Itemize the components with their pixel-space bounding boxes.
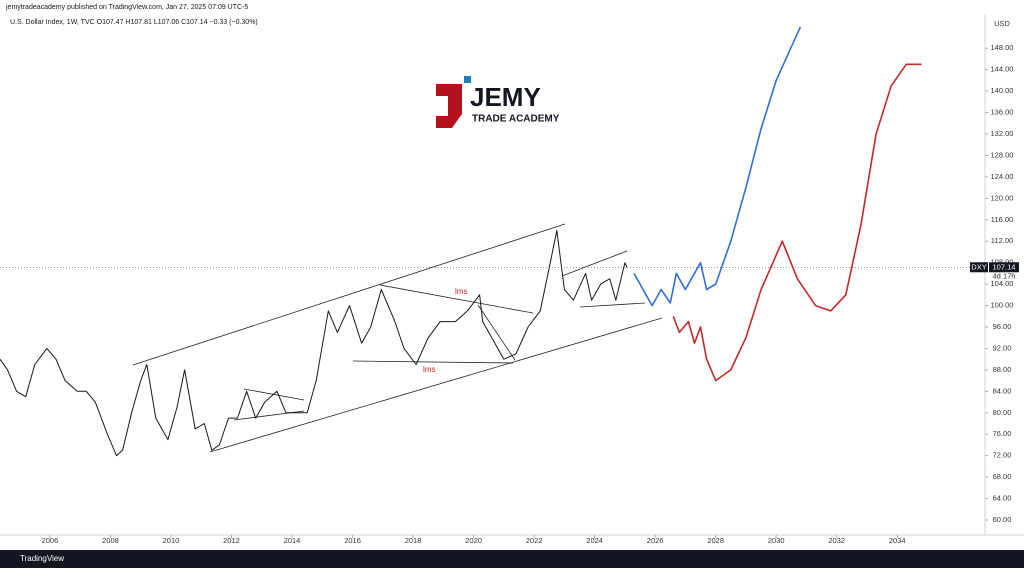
logo-subtitle: TRADE ACADEMY — [472, 114, 560, 125]
wedge — [477, 304, 516, 361]
x-tick-label: 2010 — [163, 536, 180, 545]
y-tick-label: 144.00 — [991, 65, 1014, 74]
price-line — [672, 63, 922, 382]
y-tick-label: 108.00 — [991, 258, 1014, 267]
hs-neckline-top — [379, 284, 534, 314]
y-tick-label: 128.00 — [991, 150, 1014, 159]
y-tick-label: 104.00 — [991, 279, 1014, 288]
channel-bottom — [209, 317, 663, 453]
symbol-info: U.S. Dollar Index, 1W, TVC O107.47 H107.… — [10, 19, 258, 26]
x-tick-label: 2024 — [586, 536, 603, 545]
logo-accent — [464, 76, 471, 83]
x-tick-label: 2028 — [707, 536, 724, 545]
axis-unit: USD — [994, 19, 1010, 28]
y-tick-label: 124.00 — [991, 172, 1014, 181]
symbol-box — [970, 262, 988, 273]
footer-bar — [0, 550, 1024, 568]
x-tick-label: 2016 — [344, 536, 361, 545]
y-tick-label: 88.00 — [993, 365, 1012, 374]
y-tick-label: 140.00 — [991, 86, 1014, 95]
y-tick-label: 84.00 — [993, 386, 1012, 395]
y-tick-label: 132.00 — [991, 129, 1014, 138]
countdown-label: 4d 17h — [993, 271, 1016, 280]
y-tick-label: 116.00 — [991, 215, 1013, 224]
logo: JEMY TRADE ACADEMY — [436, 76, 560, 128]
last-price-label: 107.14 — [993, 262, 1016, 271]
last-price-box — [989, 262, 1019, 273]
x-tick-label: 2008 — [102, 536, 119, 545]
x-tick-label: 2022 — [526, 536, 543, 545]
range-bottom — [579, 302, 646, 308]
annotation: lms — [455, 287, 467, 296]
y-tick-label: 148.00 — [991, 43, 1014, 52]
y-tick-label: 64.00 — [993, 494, 1012, 503]
publisher-line: jemytradeacademy published on TradingVie… — [5, 4, 248, 11]
y-tick-label: 136.00 — [991, 108, 1014, 117]
y-tick-label: 120.00 — [991, 193, 1014, 202]
hs-neckline — [352, 360, 514, 364]
y-tick-label: 80.00 — [993, 408, 1012, 417]
drawings — [132, 223, 663, 453]
logo-name: JEMY — [470, 82, 541, 112]
y-tick-label: 100.00 — [991, 301, 1014, 310]
y-tick-label: 60.00 — [993, 515, 1012, 524]
x-tick-label: 2034 — [889, 536, 906, 545]
y-tick-label: 96.00 — [993, 322, 1012, 331]
x-tick-label: 2020 — [465, 536, 482, 545]
y-tick-label: 68.00 — [993, 472, 1012, 481]
y-tick-label: 76.00 — [993, 429, 1012, 438]
y-tick-label: 92.00 — [993, 343, 1012, 352]
channel-top — [132, 223, 566, 366]
y-tick-label: 112.00 — [991, 236, 1013, 245]
x-tick-label: 2018 — [405, 536, 422, 545]
x-tick-label: 2030 — [768, 536, 785, 545]
y-tick-label: 72.00 — [993, 451, 1012, 460]
x-tick-label: 2032 — [828, 536, 845, 545]
x-tick-label: 2014 — [284, 536, 301, 545]
range-top — [561, 250, 628, 277]
price-line — [633, 26, 802, 307]
price-line — [0, 230, 628, 457]
x-tick-label: 2026 — [647, 536, 664, 545]
symbol-label: DXY — [971, 262, 986, 271]
footer-brand: TradingView — [20, 554, 64, 563]
annotation: lms — [423, 365, 435, 374]
x-tick-label: 2006 — [42, 536, 59, 545]
logo-mark — [436, 84, 462, 128]
x-tick-label: 2012 — [223, 536, 240, 545]
